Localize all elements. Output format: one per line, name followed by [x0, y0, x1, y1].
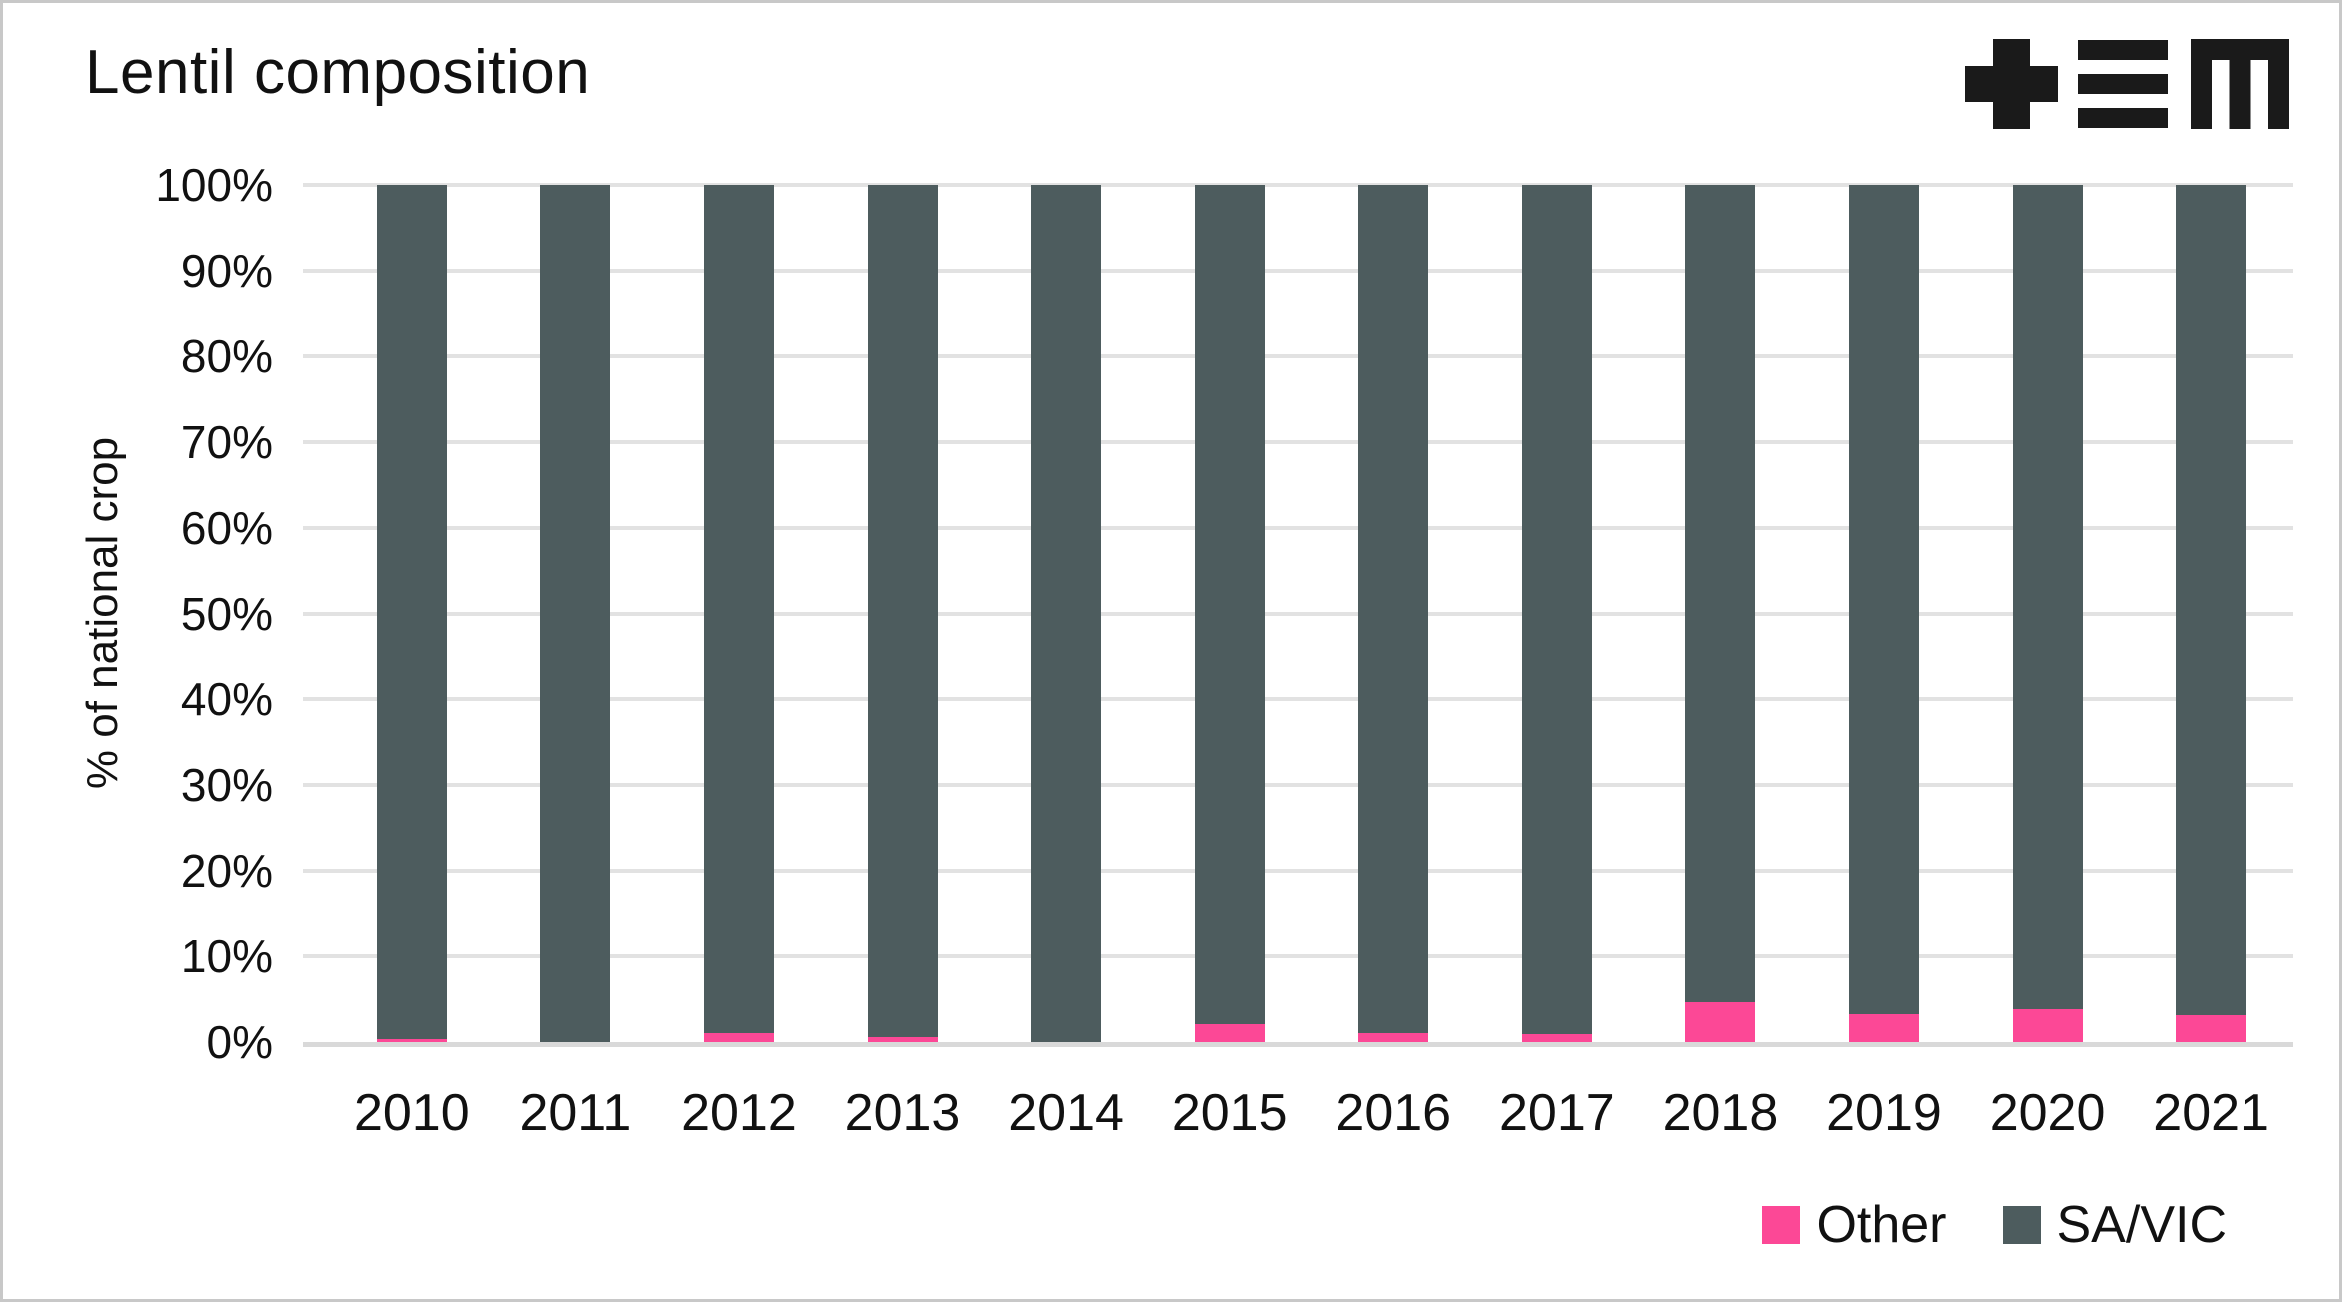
logo-bars-icon [2078, 40, 2168, 60]
plot-area [303, 183, 2293, 1047]
gridline-90 [303, 268, 2293, 273]
bar-2018-other-segment [1685, 1001, 1756, 1042]
x-label-2016: 2016 [1335, 1084, 1452, 1142]
bar-2018 [1685, 185, 1756, 1042]
gridline-60 [303, 525, 2293, 530]
bar-2019-savic-segment [1848, 185, 1919, 1014]
bar-2017-savic-segment [1521, 185, 1592, 1035]
bar-2020-other-segment [2012, 1009, 2083, 1042]
x-label-2021: 2021 [2153, 1084, 2269, 1142]
gridline-10 [303, 954, 2293, 959]
legend-label-other: Other [1816, 1196, 1947, 1254]
bar-2019-other-segment [1848, 1013, 1919, 1042]
chart-title: Lentil composition [85, 38, 591, 107]
gridline-100 [303, 183, 2293, 187]
x-label-2012: 2012 [681, 1084, 797, 1142]
x-label-2017: 2017 [1498, 1084, 1615, 1142]
bar-cell-2014 [984, 185, 1148, 1042]
y-tick-70: 70% [180, 416, 273, 469]
x-label-2015: 2015 [1171, 1084, 1288, 1142]
x-label-2014: 2014 [1008, 1084, 1124, 1142]
x-label-2011: 2011 [519, 1084, 632, 1142]
x-label-2010: 2010 [353, 1084, 470, 1142]
bar-2010 [376, 185, 447, 1042]
legend-swatch-sa-vic [2002, 1206, 2041, 1244]
bar-2013-savic-segment [867, 185, 938, 1037]
bar-2021-other-segment [2176, 1014, 2247, 1042]
y-tick-30: 30% [180, 758, 273, 811]
bar-2014 [1031, 185, 1102, 1042]
bar-2011 [540, 185, 611, 1042]
x-label-2018: 2018 [1662, 1084, 1779, 1142]
bar-2015-other-segment [1194, 1024, 1265, 1042]
bar-cell-2019 [1802, 185, 1966, 1042]
bar-2011-savic-segment [540, 185, 611, 1042]
bar-2021 [2176, 185, 2247, 1042]
x-label-2013: 2013 [844, 1084, 961, 1142]
bar-2015-savic-segment [1194, 185, 1265, 1025]
bar-2012-other-segment [703, 1033, 774, 1042]
bar-cell-2018 [1639, 185, 1803, 1042]
y-tick-0: 0% [206, 1016, 273, 1068]
legend-item-sa-vic: SA/VIC [2002, 1196, 2228, 1254]
bar-2013-other-segment [867, 1036, 938, 1042]
logo-m-icon [2191, 39, 2289, 129]
tem-logo [1965, 39, 2289, 129]
y-tick-90: 90% [180, 244, 273, 297]
y-tick-40: 40% [180, 673, 273, 726]
gridline-40 [303, 697, 2293, 702]
bar-cell-2017 [1475, 185, 1639, 1042]
gridline-30 [303, 782, 2293, 787]
bars-row [330, 185, 2293, 1042]
bar-cell-2012 [657, 185, 821, 1042]
x-label-2020: 2020 [1989, 1084, 2106, 1142]
y-tick-100: 100% [155, 159, 273, 211]
bar-2010-savic-segment [376, 185, 447, 1040]
bar-2016-savic-segment [1358, 185, 1429, 1033]
bar-2018-savic-segment [1685, 185, 1756, 1002]
bar-2019 [1848, 185, 1919, 1042]
bar-2020-savic-segment [2012, 185, 2083, 1010]
x-axis-labels: 2010 2011 2012 2013 2014 2015 2016 2017 2018 2019… [330, 1083, 2293, 1143]
bar-cell-2021 [2129, 185, 2293, 1042]
gridline-70 [303, 440, 2293, 445]
bar-2017 [1521, 185, 1592, 1042]
x-label-2019: 2019 [1826, 1084, 1942, 1142]
bar-cell-2016 [1311, 185, 1475, 1042]
bar-cell-2013 [821, 185, 985, 1042]
gridline-20 [303, 868, 2293, 873]
bar-2015 [1194, 185, 1265, 1042]
bar-2014-savic-segment [1031, 185, 1102, 1042]
bar-2010-other-segment [376, 1039, 447, 1042]
gridline-80 [303, 354, 2293, 359]
bar-2021-savic-segment [2176, 185, 2247, 1015]
bar-2017-other-segment [1521, 1034, 1592, 1042]
bar-cell-2011 [494, 185, 658, 1042]
bar-2013 [867, 185, 938, 1042]
bar-cell-2020 [1966, 185, 2130, 1042]
y-tick-60: 60% [180, 501, 273, 554]
x-axis-baseline [303, 1042, 2293, 1047]
y-tick-50: 50% [180, 587, 273, 640]
y-tick-80: 80% [180, 330, 273, 383]
bar-2012 [703, 185, 774, 1042]
bar-cell-2010 [330, 185, 494, 1042]
gridline-50 [303, 611, 2293, 616]
bar-2020 [2012, 185, 2083, 1042]
legend-label-sa-vic: SA/VIC [2056, 1196, 2228, 1254]
legend: Other SA/VIC [1762, 1199, 2227, 1251]
bar-2016 [1358, 185, 1429, 1042]
legend-swatch-other [1762, 1206, 1801, 1244]
bar-2012-savic-segment [703, 185, 774, 1034]
legend-item-other: Other [1762, 1196, 1947, 1254]
y-tick-10: 10% [180, 930, 273, 983]
bar-2016-other-segment [1358, 1032, 1429, 1042]
bar-cell-2015 [1148, 185, 1312, 1042]
y-tick-20: 20% [180, 844, 273, 897]
